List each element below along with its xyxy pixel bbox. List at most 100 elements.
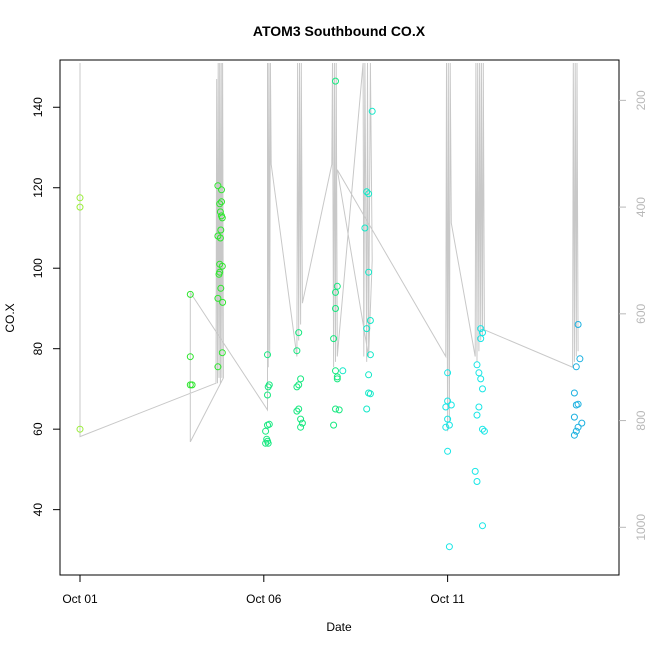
data-point: [363, 325, 371, 333]
axes: Oct 01 Oct 06 Oct 11 40 60 80 100 120 140 200 400 6…: [31, 90, 648, 606]
data-point: [76, 203, 84, 211]
data-point: [574, 321, 582, 328]
data-point: [572, 427, 580, 435]
data-point: [445, 421, 453, 429]
y-tick-label: 100: [31, 258, 45, 278]
data-point: [570, 389, 578, 397]
data-point: [293, 407, 301, 415]
data-point: [332, 367, 339, 375]
data-point: [264, 383, 272, 391]
data-point: [264, 391, 271, 399]
altitude-trace: [79, 62, 579, 443]
x-axis-label: Date: [326, 620, 352, 634]
x-tick-label: Oct 11: [430, 592, 465, 606]
data-point: [445, 543, 453, 551]
altitude-line: [79, 62, 579, 443]
data-point: [473, 411, 481, 419]
data-point: [574, 400, 582, 408]
data-point: [442, 423, 450, 431]
data-point: [333, 375, 341, 383]
data-point: [217, 284, 225, 292]
data-point: [76, 425, 84, 433]
data-point: [479, 522, 486, 530]
data-point: [444, 369, 452, 377]
data-point: [218, 198, 225, 206]
data-point: [477, 375, 485, 383]
right-tick-label: 200: [634, 90, 648, 110]
data-point: [480, 427, 488, 435]
data-point: [295, 405, 303, 413]
data-point: [479, 425, 486, 433]
data-point: [216, 200, 224, 208]
data-point: [218, 214, 226, 222]
data-point: [444, 447, 452, 455]
data-point: [297, 375, 305, 383]
data-point: [215, 270, 223, 278]
y-tick-label: 60: [31, 422, 45, 436]
data-point: [365, 371, 373, 379]
data-point: [219, 298, 227, 306]
data-point: [214, 182, 222, 190]
y-axis-label: CO.X: [3, 303, 17, 332]
data-point: [333, 282, 341, 290]
data-point: [293, 347, 301, 355]
data-point: [332, 77, 339, 85]
data-point: [335, 406, 343, 414]
data-point: [298, 419, 306, 427]
y-tick-label: 120: [31, 177, 45, 197]
data-point: [216, 208, 224, 216]
data-point: [366, 351, 374, 359]
data-point: [214, 294, 222, 302]
data-point: [217, 226, 225, 234]
data-point: [363, 188, 371, 196]
data-point: [574, 423, 582, 431]
data-point: [262, 427, 270, 435]
right-tick-label: 800: [634, 410, 648, 430]
data-point: [264, 351, 271, 359]
data-point: [330, 421, 338, 429]
x-tick-label: Oct 01: [62, 592, 98, 606]
data-point: [76, 194, 84, 202]
data-point: [477, 325, 485, 333]
data-point: [330, 335, 338, 343]
data-point: [295, 381, 303, 389]
data-point: [262, 439, 270, 447]
data-point: [214, 363, 222, 371]
data-point: [366, 390, 374, 398]
y-tick-label: 80: [31, 342, 45, 356]
data-point: [475, 369, 483, 377]
data-point: [471, 467, 479, 475]
data-point: [368, 107, 376, 115]
data-point: [473, 361, 481, 369]
data-point: [332, 405, 339, 413]
data-point: [218, 349, 226, 357]
data-point: [297, 415, 305, 423]
data-point: [578, 419, 586, 427]
data-point: [365, 268, 373, 276]
x-tick-label: Oct 06: [246, 592, 282, 606]
chart-title: ATOM3 Southbound CO.X: [253, 23, 426, 39]
data-point: [339, 367, 347, 375]
data-point: [442, 403, 450, 411]
data-point: [477, 335, 485, 343]
data-point: [576, 355, 584, 363]
data-point: [295, 329, 303, 337]
data-point: [333, 373, 341, 381]
right-tick-label: 400: [634, 197, 648, 217]
data-point: [216, 234, 224, 242]
data-point: [188, 381, 196, 389]
right-tick-label: 600: [634, 303, 648, 323]
data-point: [218, 262, 226, 270]
data-point: [572, 363, 580, 371]
data-point: [332, 305, 339, 312]
plot-frame: [59, 59, 620, 576]
data-point: [265, 420, 273, 428]
data-point: [361, 224, 369, 232]
data-point: [293, 383, 301, 391]
data-point: [473, 478, 481, 485]
y-tick-label: 140: [31, 97, 45, 117]
data-point: [570, 431, 578, 439]
data-point: [218, 186, 225, 194]
